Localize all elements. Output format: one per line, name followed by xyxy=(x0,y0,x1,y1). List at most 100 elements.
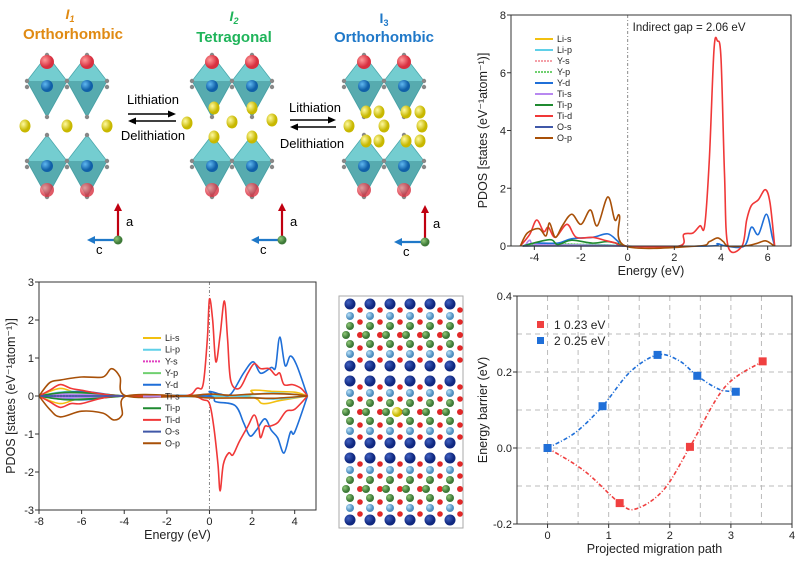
atom-red xyxy=(457,486,463,492)
atom-dark xyxy=(364,437,376,449)
atom-red xyxy=(417,307,423,313)
atom-dark xyxy=(444,437,456,449)
atom-dark xyxy=(364,298,376,310)
legend-label: Y-d xyxy=(165,380,178,390)
atom-light xyxy=(366,504,374,512)
ti-atom xyxy=(206,160,218,172)
atom-red xyxy=(357,461,363,467)
atom-green xyxy=(362,485,370,493)
legend-label: Ti-p xyxy=(165,403,180,413)
li-atom xyxy=(360,105,372,119)
atom-red xyxy=(437,511,443,517)
atom-light xyxy=(406,504,414,512)
atom-red xyxy=(437,434,443,440)
axes-frame xyxy=(516,295,793,525)
atom-red xyxy=(437,486,443,492)
atom-green xyxy=(442,485,450,493)
atom-red xyxy=(437,332,443,338)
legend-label: Y-s xyxy=(165,356,178,366)
octahedron-face xyxy=(232,161,272,197)
o-atom xyxy=(44,114,50,120)
atom-red xyxy=(457,345,463,351)
legend: Li-sLi-pY-sY-pY-dTi-sTi-pTi-dO-sO-p xyxy=(143,333,180,448)
arrow-head xyxy=(328,116,336,124)
c-axis-label: c xyxy=(260,242,267,257)
legend-label: Y-p xyxy=(557,67,570,77)
atom-red xyxy=(397,307,403,313)
li-atom xyxy=(414,134,426,148)
atom-dark xyxy=(444,514,456,526)
atom-red xyxy=(417,511,423,517)
atom-green xyxy=(442,408,450,416)
o-atom xyxy=(341,84,347,90)
atom-red xyxy=(457,409,463,415)
phase-title-3: I3 Orthorhombic xyxy=(334,10,434,46)
x-axis-label: Energy (eV) xyxy=(144,528,211,542)
atom-red xyxy=(417,486,423,492)
y-axis-label: Energy barrier (eV) xyxy=(476,357,490,463)
y-atom xyxy=(80,183,94,197)
plot-area xyxy=(511,15,791,246)
legend-marker xyxy=(537,337,544,344)
phase-name: Orthorhombic xyxy=(23,26,123,43)
atom-green xyxy=(406,494,414,502)
atom-dark xyxy=(424,298,436,310)
li-atom xyxy=(378,119,390,133)
x-tick-label: -4 xyxy=(529,252,539,264)
atom-green xyxy=(446,399,454,407)
atom-light xyxy=(386,427,394,435)
structure-panel xyxy=(181,52,278,200)
phase-title-1: I1 Orthorhombic xyxy=(23,6,123,43)
x-tick-label: 1 xyxy=(606,530,612,542)
legend: Li-sLi-pY-sY-pY-dTi-sTi-pTi-dO-sO-p xyxy=(535,34,572,143)
y-atom xyxy=(397,183,411,197)
li-atom xyxy=(360,134,372,148)
atom-red xyxy=(417,499,423,505)
li-atom xyxy=(101,119,113,133)
y-tick-label: -1 xyxy=(24,429,34,441)
arrow-head xyxy=(278,203,286,211)
ti-atom xyxy=(81,160,93,172)
atom-red xyxy=(377,486,383,492)
y-tick-label: 0 xyxy=(28,391,34,403)
atom-green xyxy=(426,322,434,330)
y-tick-label: 2 xyxy=(500,183,506,195)
supercell-structure xyxy=(338,295,464,529)
atom-red xyxy=(457,461,463,467)
octahedron-face xyxy=(344,161,384,197)
atom-dark xyxy=(444,298,456,310)
li-atom xyxy=(416,119,428,133)
y-atom xyxy=(397,55,411,69)
o-atom xyxy=(209,114,215,120)
atom-light xyxy=(406,389,414,397)
atom-green xyxy=(426,340,434,348)
x-axis-label: Projected migration path xyxy=(587,542,723,556)
li-atom xyxy=(343,119,355,133)
arrow-head xyxy=(394,238,402,246)
y-atom xyxy=(357,55,371,69)
legend-label: 2 0.25 eV xyxy=(554,334,605,348)
o-atom xyxy=(24,84,30,90)
li-atom xyxy=(266,113,278,127)
ti-atom xyxy=(81,80,93,92)
atom-green xyxy=(346,322,354,330)
atom-green xyxy=(446,417,454,425)
atom-green xyxy=(342,331,350,339)
lithiation-label: Lithiation xyxy=(289,100,341,115)
atom-green xyxy=(426,494,434,502)
atom-red xyxy=(457,396,463,402)
li-atom xyxy=(181,116,193,130)
octahedron-face xyxy=(67,161,107,197)
atom-green xyxy=(422,331,430,339)
atom-light xyxy=(366,427,374,435)
atom-dark xyxy=(404,360,416,372)
legend: 1 0.23 eV 2 0.25 eV xyxy=(537,318,605,348)
arrow-head xyxy=(168,110,176,118)
atom-light xyxy=(446,389,454,397)
ti-atom xyxy=(398,160,410,172)
atom-dark xyxy=(444,452,456,464)
li-atom xyxy=(246,101,258,115)
energy-barrier-chart: 0 1 2 3 4 -0.2 0.0 0.2 0.4 Projected migration pa… xyxy=(476,291,795,556)
atom-green xyxy=(406,322,414,330)
atom-red xyxy=(377,434,383,440)
